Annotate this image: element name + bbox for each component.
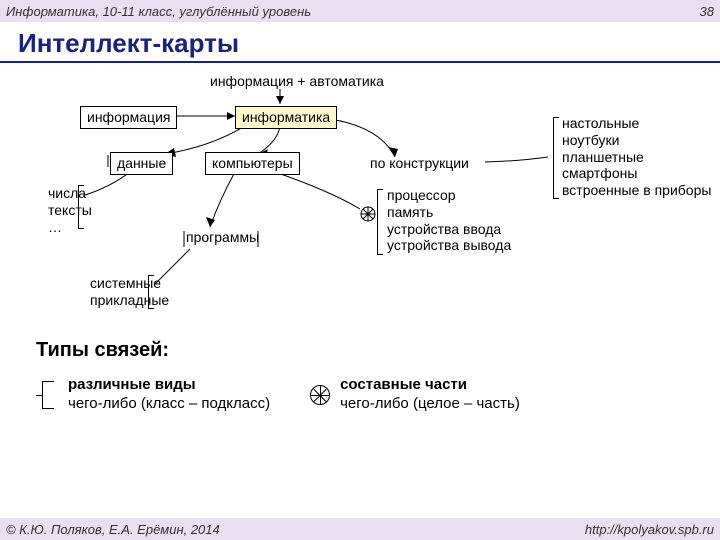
node-root: информатика bbox=[235, 106, 337, 129]
node-data: данные bbox=[110, 152, 173, 175]
footer-right: http://kpolyakov.spb.ru bbox=[585, 522, 714, 537]
type-wheel-text: составные части чего-либо (целое – часть… bbox=[340, 376, 520, 414]
bracket-hw bbox=[377, 189, 385, 255]
type-wheel-line1: составные части bbox=[340, 376, 467, 393]
types-row: различные виды чего-либо (класс – подкла… bbox=[0, 362, 720, 414]
node-computers: компьютеры bbox=[205, 152, 300, 175]
wheel-icon bbox=[310, 385, 330, 405]
node-systypes: системные прикладные bbox=[90, 275, 169, 309]
fork-devices bbox=[553, 117, 561, 199]
node-hw: процессор память устройства ввода устрой… bbox=[387, 187, 511, 254]
footer-left: © К.Ю. Поляков, Е.А. Ерёмин, 2014 bbox=[6, 522, 220, 537]
type-fork-text: различные виды чего-либо (класс – подкла… bbox=[68, 376, 270, 414]
types-title: Типы связей: bbox=[0, 339, 720, 362]
node-programs: программы bbox=[186, 229, 259, 246]
header: Информатика, 10-11 класс, углублённый ур… bbox=[0, 0, 720, 22]
node-devices: настольные ноутбуки планшетные смартфоны… bbox=[562, 115, 711, 199]
type-fork-line2: чего-либо (класс – подкласс) bbox=[68, 395, 270, 412]
type-fork: различные виды чего-либо (класс – подкла… bbox=[36, 376, 270, 414]
page-number: 38 bbox=[700, 4, 714, 19]
node-byconstr: по конструкции bbox=[370, 155, 469, 172]
node-information: информация bbox=[80, 106, 177, 129]
type-wheel: составные части чего-либо (целое – часть… bbox=[310, 376, 520, 414]
page-title: Интеллект-карты bbox=[0, 22, 720, 63]
type-wheel-line2: чего-либо (целое – часть) bbox=[340, 395, 520, 412]
caption: информация + автоматика bbox=[210, 73, 384, 90]
fork-icon bbox=[36, 381, 58, 409]
header-left: Информатика, 10-11 класс, углублённый ур… bbox=[6, 4, 311, 19]
footer: © К.Ю. Поляков, Е.А. Ерёмин, 2014 http:/… bbox=[0, 518, 720, 540]
node-numbers: числа тексты … bbox=[48, 185, 92, 235]
mindmap-diagram: информация + автоматика информация инфор… bbox=[0, 69, 720, 329]
type-fork-line1: различные виды bbox=[68, 376, 196, 393]
